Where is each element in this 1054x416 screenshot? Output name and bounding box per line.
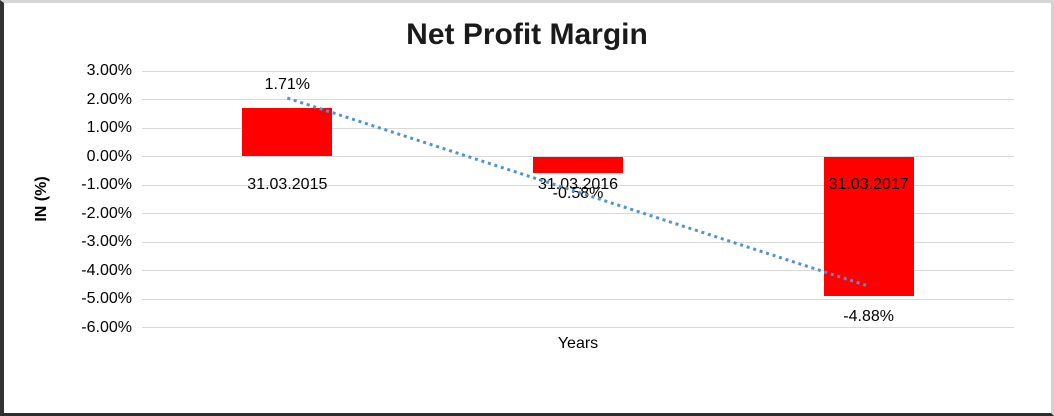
bar <box>242 107 333 157</box>
bar <box>533 156 623 174</box>
y-tick-label: -4.00% <box>81 261 132 279</box>
gridline <box>142 99 1014 100</box>
y-tick-label: 1.00% <box>86 119 132 136</box>
x-axis-title: Years <box>557 335 599 352</box>
y-tick-label: 2.00% <box>86 90 132 108</box>
y-tick-label: 0.00% <box>86 147 132 165</box>
y-tick-label: -5.00% <box>81 290 132 307</box>
y-tick-label: 3.00% <box>86 62 132 79</box>
chart-title: Net Profit Margin <box>406 18 648 51</box>
y-tick-label: -3.00% <box>81 233 132 250</box>
y-tick-label: -6.00% <box>81 318 132 336</box>
category-label: 31.03.2015 <box>247 176 328 193</box>
bar-value-label: -4.88% <box>843 307 895 325</box>
gridline <box>142 70 1014 72</box>
bar-value-label: 1.71% <box>264 75 311 93</box>
y-tick-label: -1.00% <box>81 176 132 193</box>
gridline <box>142 327 1014 328</box>
gridline <box>142 298 1014 300</box>
category-label: 31.03.2017 <box>828 176 909 193</box>
y-tick-label: -2.00% <box>81 204 132 222</box>
category-label: 31.03.2016 <box>537 176 619 193</box>
